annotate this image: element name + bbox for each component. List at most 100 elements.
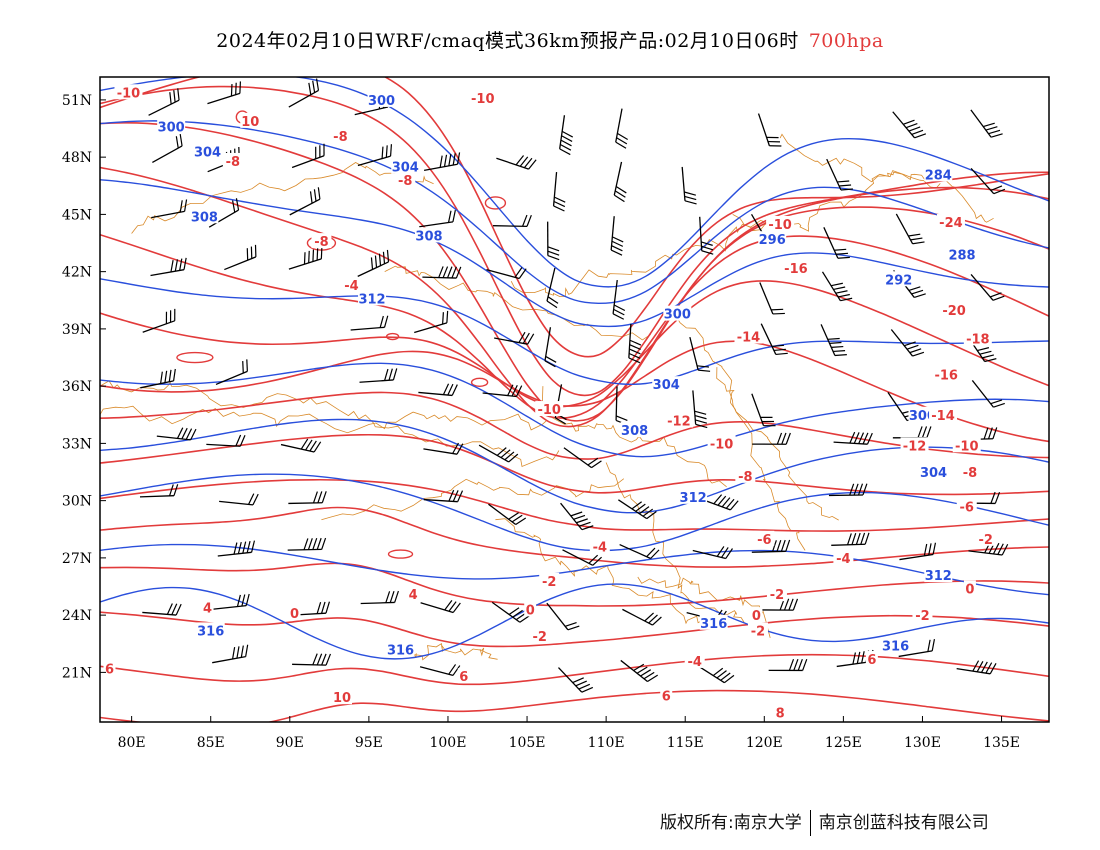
border-line bbox=[510, 219, 775, 298]
height-label: 312 bbox=[680, 491, 707, 506]
wind-barb bbox=[821, 271, 853, 302]
wind-barb bbox=[956, 660, 997, 675]
wind-barb bbox=[491, 601, 531, 623]
wind-barb bbox=[219, 493, 259, 506]
height-label-bg bbox=[679, 488, 708, 504]
temperature-label-bg bbox=[932, 366, 961, 382]
temperature-label: -2 bbox=[979, 533, 993, 548]
border-line bbox=[100, 380, 560, 468]
temperature-label-bg bbox=[865, 651, 878, 667]
temperature-label-bg bbox=[936, 214, 965, 230]
temperature-label-bg bbox=[833, 549, 854, 565]
temperature-label: -10 bbox=[768, 218, 792, 233]
wind-barb bbox=[486, 267, 527, 280]
wind-barb bbox=[970, 167, 1006, 195]
border-line bbox=[637, 576, 771, 639]
axis-labels: 51N 48N 45N 42N 39N 36N 33N 30N 27N 24N 21N 80E 85E 9… bbox=[62, 93, 1020, 751]
wind-barb bbox=[496, 155, 537, 170]
temperature-label: -8 bbox=[314, 235, 328, 250]
height-contours bbox=[100, 77, 1049, 660]
temperature-label-bg bbox=[912, 607, 933, 623]
height-label: 304 bbox=[194, 145, 221, 160]
height-contour bbox=[100, 120, 1049, 305]
temperature-contour bbox=[100, 233, 1049, 419]
border-line bbox=[540, 386, 727, 488]
wind-barb bbox=[546, 267, 559, 309]
wind-barb bbox=[420, 600, 461, 614]
height-label: 316 bbox=[700, 617, 727, 632]
border-line bbox=[779, 133, 994, 223]
height-label: 300 bbox=[158, 121, 185, 136]
temperature-label: -8 bbox=[738, 470, 752, 485]
height-label-bg bbox=[386, 641, 415, 657]
temperature-label-bg bbox=[766, 586, 787, 602]
temperature-label: 6 bbox=[662, 689, 671, 704]
height-label: 312 bbox=[925, 569, 952, 584]
wind-barb bbox=[148, 88, 180, 116]
lat-tick-label: 24N bbox=[62, 608, 92, 624]
wind-barb bbox=[212, 593, 250, 610]
border-line bbox=[495, 518, 707, 625]
wind-barb bbox=[206, 434, 246, 447]
wind-barb bbox=[613, 161, 627, 203]
map-title: 2024年02月10日WRF/cmaq模式36km预报产品:02月10日06时 7… bbox=[0, 26, 1100, 53]
wind-barb bbox=[752, 432, 791, 445]
height-label-bg bbox=[881, 637, 910, 653]
wind-barb bbox=[289, 187, 321, 216]
wind-barb bbox=[212, 644, 249, 664]
temperature-contour bbox=[100, 653, 1049, 686]
temperature-label: 0 bbox=[752, 609, 761, 624]
lon-tick-label: 125E bbox=[825, 735, 862, 751]
height-contour bbox=[100, 362, 1049, 458]
wind-barb bbox=[689, 336, 711, 372]
wind-barb bbox=[139, 484, 179, 498]
height-contour bbox=[100, 473, 1049, 552]
wind-barb bbox=[288, 78, 320, 108]
temperature-label: -10 bbox=[537, 403, 561, 418]
wind-barb bbox=[142, 603, 182, 616]
temperature-cell bbox=[385, 332, 400, 341]
height-label-bg bbox=[358, 290, 387, 306]
temperature-label: -4 bbox=[344, 279, 358, 294]
temperature-label-bg bbox=[288, 605, 301, 621]
wind-barb bbox=[419, 209, 456, 228]
wind-barb bbox=[759, 282, 785, 315]
border-line bbox=[732, 170, 941, 232]
temperature-label-bg bbox=[664, 412, 693, 428]
temperature-label: 6 bbox=[459, 670, 468, 685]
wind-barb bbox=[892, 426, 932, 439]
temperature-label-bg bbox=[747, 622, 768, 638]
wind-barb bbox=[892, 111, 927, 139]
temperature-contours bbox=[100, 77, 1049, 722]
wind-barb bbox=[207, 81, 242, 105]
temperature-cell bbox=[484, 196, 507, 210]
temperature-label: 0 bbox=[965, 582, 974, 597]
temperature-label: -6 bbox=[960, 500, 974, 515]
wind-barb bbox=[423, 152, 461, 172]
height-label-bg bbox=[699, 614, 728, 630]
contour-labels: 300 300 304 304 308 308 312 300 304 308 312 296 292 2… bbox=[103, 84, 996, 721]
wind-barb bbox=[360, 590, 399, 605]
border-line bbox=[605, 462, 745, 623]
wind-barb bbox=[142, 308, 176, 333]
wind-barb bbox=[681, 166, 697, 205]
wind-barb bbox=[140, 368, 176, 389]
temperature-label: -8 bbox=[398, 174, 412, 189]
wind-barb bbox=[692, 390, 708, 429]
lon-tick-label: 110E bbox=[588, 735, 625, 751]
height-label: 316 bbox=[387, 643, 414, 658]
height-label: 288 bbox=[948, 248, 975, 263]
wind-barb bbox=[557, 667, 594, 693]
temperature-label: -20 bbox=[942, 304, 966, 319]
wind-barb bbox=[970, 109, 1003, 138]
height-label-bg bbox=[157, 118, 186, 134]
wind-barbs bbox=[139, 78, 1009, 693]
temperature-label-bg bbox=[222, 152, 243, 168]
wind-barb bbox=[820, 324, 847, 357]
lon-tick-label: 80E bbox=[118, 735, 146, 751]
wind-barb bbox=[208, 198, 240, 228]
temperature-label-bg bbox=[240, 112, 261, 128]
temperature-label-bg bbox=[114, 84, 143, 100]
wind-barb bbox=[615, 108, 628, 149]
